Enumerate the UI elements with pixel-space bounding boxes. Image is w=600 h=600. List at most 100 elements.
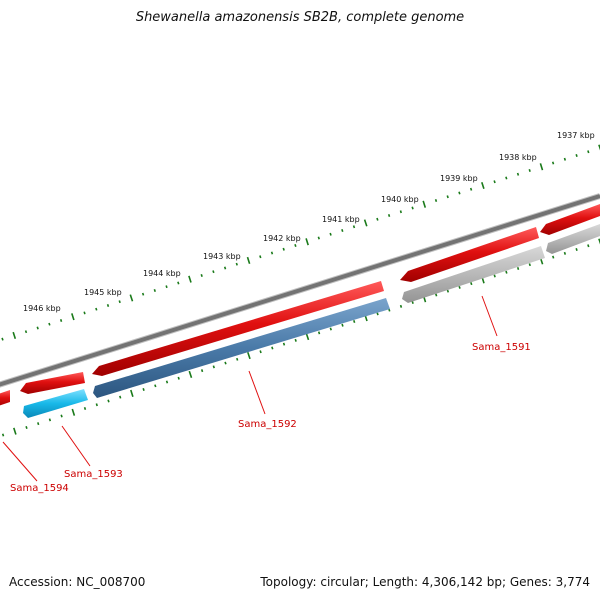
tick-mark	[363, 219, 368, 227]
kbp-label-1940: 1940 kbp	[381, 195, 419, 204]
gene-arrow[interactable]	[92, 281, 384, 376]
tick-mark	[36, 326, 39, 330]
tick-mark	[71, 313, 75, 321]
gene-arrow-sama-1591[interactable]	[402, 246, 545, 303]
tick-mark	[188, 275, 192, 283]
gene-label-sama-1591[interactable]: Sama_1591	[472, 342, 531, 353]
tick-mark	[481, 181, 485, 190]
tick-mark	[107, 399, 110, 403]
tick-mark	[353, 319, 356, 323]
gene-label-sama-1593[interactable]: Sama_1593	[64, 469, 123, 480]
gene-arrow[interactable]	[20, 372, 85, 394]
tick-mark	[493, 274, 496, 278]
gene-arrow-sama-1593[interactable]	[23, 389, 88, 418]
leader-line	[2, 441, 38, 482]
tick-mark	[118, 300, 121, 304]
kbp-label-1945: 1945 kbp	[84, 288, 122, 297]
kbp-label-1939: 1939 kbp	[440, 174, 478, 183]
gene-leader-lines	[2, 295, 498, 482]
tick-mark	[552, 255, 555, 259]
tick-mark	[141, 292, 145, 296]
tick-mark	[352, 225, 356, 229]
tick-mark	[329, 232, 332, 236]
tick-mark	[317, 331, 321, 335]
tick-mark	[516, 267, 520, 270]
tick-mark	[247, 351, 251, 360]
gene-arrow-sama-1592[interactable]	[93, 298, 390, 398]
tick-mark	[130, 389, 134, 397]
gene-label-sama-1594[interactable]: Sama_1594	[10, 483, 69, 494]
gene-arrow[interactable]	[546, 224, 600, 254]
kbp-label-1946: 1946 kbp	[23, 304, 61, 313]
tick-mark	[435, 293, 438, 297]
gene-arrow[interactable]	[400, 227, 539, 282]
tick-mark	[224, 361, 227, 365]
tick-mark	[282, 247, 285, 251]
tick-mark	[551, 161, 555, 165]
gene-labels: Sama_1591 Sama_1592 Sama_1593 Sama_1594	[10, 342, 531, 494]
tick-mark	[458, 191, 461, 195]
kbp-label-1944: 1944 kbp	[143, 269, 181, 278]
outer-tick-track	[1, 144, 600, 341]
tick-mark	[165, 285, 168, 289]
tick-mark	[153, 288, 156, 292]
gene-arrow[interactable]	[540, 204, 600, 235]
tick-mark	[223, 266, 227, 270]
tick-mark	[563, 251, 567, 255]
accession-text: Accession: NC_008700	[9, 575, 146, 589]
tick-mark	[399, 304, 403, 308]
tick-mark	[528, 263, 531, 267]
tick-mark	[305, 333, 310, 341]
tick-mark	[60, 414, 63, 418]
tick-mark	[13, 427, 17, 435]
tick-mark	[587, 150, 590, 154]
tick-mark	[236, 357, 239, 361]
tick-mark	[37, 422, 40, 426]
tick-mark	[341, 323, 344, 327]
tick-mark	[539, 163, 544, 171]
tick-mark	[575, 248, 578, 252]
tick-mark	[71, 408, 76, 416]
tick-mark	[259, 350, 262, 354]
genome-backbone-core	[0, 194, 600, 387]
tick-mark	[12, 331, 17, 340]
tick-mark	[48, 322, 51, 326]
tick-mark	[259, 255, 262, 259]
tick-mark	[83, 407, 87, 410]
tick-mark	[200, 273, 203, 277]
tick-mark	[95, 403, 98, 407]
tick-mark	[399, 210, 402, 214]
tick-mark	[305, 238, 309, 246]
tick-mark	[165, 380, 169, 384]
gene-label-sama-1592[interactable]: Sama_1592	[238, 419, 297, 430]
leader-line	[248, 370, 266, 415]
genome-summary-text: Topology: circular; Length: 4,306,142 bp…	[260, 575, 590, 589]
tick-mark	[575, 154, 578, 157]
tick-mark	[516, 172, 520, 176]
gene-arrow[interactable]	[0, 390, 10, 407]
tick-mark	[48, 418, 52, 422]
tick-mark	[282, 342, 286, 346]
tick-mark	[177, 281, 180, 285]
tick-mark	[59, 318, 63, 322]
tick-mark	[24, 330, 28, 334]
tick-mark	[119, 395, 122, 399]
kbp-labels: 1937 kbp 1938 kbp 1939 kbp 1940 kbp 1941…	[23, 131, 595, 313]
tick-mark	[376, 312, 379, 316]
kbp-label-1938: 1938 kbp	[499, 153, 537, 162]
tick-mark	[294, 243, 297, 247]
tick-mark	[434, 198, 438, 202]
tick-mark	[200, 369, 204, 373]
tick-mark	[458, 285, 461, 289]
tick-mark	[106, 303, 110, 307]
kbp-label-1937: 1937 kbp	[557, 131, 595, 140]
tick-mark	[387, 213, 391, 217]
tick-mark	[83, 311, 86, 315]
tick-mark	[95, 307, 98, 311]
reverse-strand	[23, 224, 600, 418]
kbp-label-1943: 1943 kbp	[203, 252, 241, 261]
tick-mark	[528, 169, 531, 172]
tick-mark	[329, 327, 332, 331]
tick-mark	[25, 425, 28, 429]
